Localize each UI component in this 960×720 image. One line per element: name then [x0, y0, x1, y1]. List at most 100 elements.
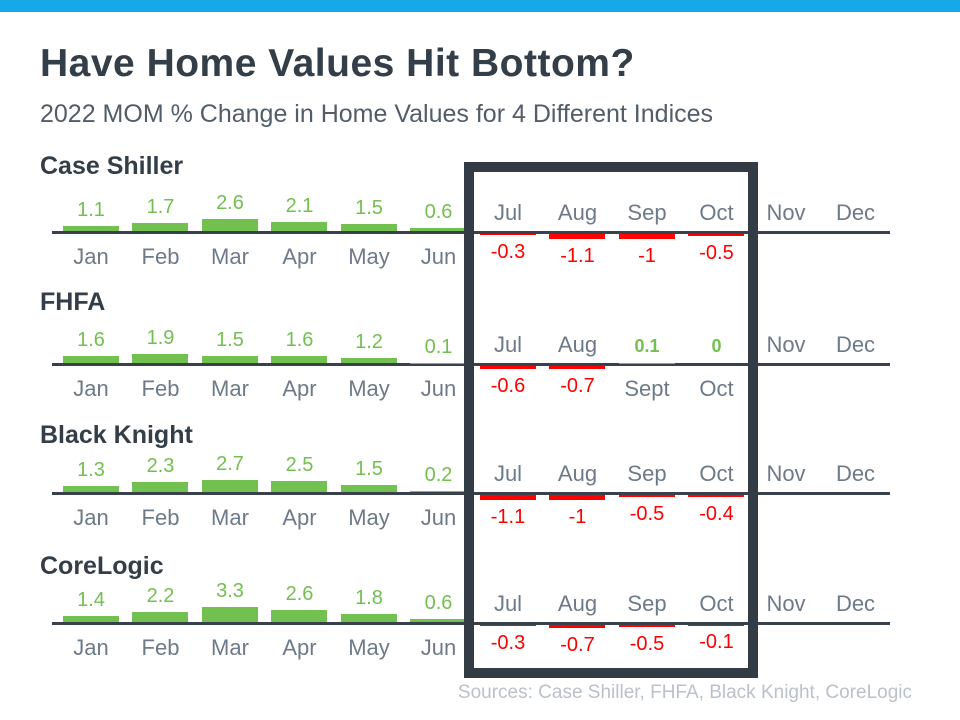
month-label: Oct [699, 200, 734, 225]
value-label: -0.3 [490, 632, 526, 655]
month-label: Jun [420, 244, 457, 269]
month-label: Oct [699, 376, 734, 401]
month-label: Dec [835, 200, 876, 225]
value-label: 1.5 [355, 197, 383, 220]
month-label: May [348, 244, 390, 269]
value-label: -0.3 [490, 241, 526, 264]
value-bar [62, 355, 119, 363]
month-label: Apr [282, 505, 317, 530]
value-label: -1 [568, 505, 587, 528]
value-bar [688, 234, 745, 237]
value-label: 1.4 [77, 588, 105, 611]
value-bar [62, 486, 119, 492]
value-bar [132, 481, 189, 492]
month-label: Jul [493, 461, 523, 486]
value-bar [618, 625, 675, 628]
value-bar [549, 495, 606, 500]
month-label: Sep [627, 461, 667, 486]
value-bar [479, 625, 536, 627]
month-label: Sep [627, 200, 667, 225]
value-bar [340, 613, 397, 622]
value-label: 0.6 [424, 201, 453, 224]
value-label: 2.2 [146, 585, 175, 608]
value-label: 0.1 [424, 335, 453, 358]
month-label: Aug [557, 332, 598, 357]
value-label: -1.1 [490, 505, 526, 528]
month-label: Jan [73, 635, 109, 660]
value-bar [549, 366, 606, 370]
value-bar [201, 607, 258, 622]
value-label: -1 [638, 244, 656, 267]
value-label: 2.7 [216, 452, 244, 475]
value-bar [618, 234, 675, 239]
month-label: Apr [282, 376, 317, 401]
value-label: 1.8 [355, 586, 383, 609]
month-label: Oct [699, 461, 734, 486]
value-bar [479, 366, 536, 369]
month-label: Jul [493, 200, 523, 225]
month-label: Jun [420, 635, 457, 660]
value-label: -0.4 [699, 502, 734, 525]
month-label: Aug [557, 461, 598, 486]
month-label: Mar [211, 505, 249, 530]
month-label: May [348, 505, 390, 530]
value-label: -0.5 [629, 503, 665, 526]
month-label: Jan [73, 505, 109, 530]
month-label: Sept [624, 376, 670, 401]
value-bar [479, 234, 536, 236]
month-label: Nov [766, 461, 806, 486]
value-label: 2.5 [285, 453, 314, 476]
value-label: 1.1 [77, 199, 105, 222]
value-label: 1.5 [216, 329, 244, 352]
value-bar [132, 612, 189, 622]
month-label: Apr [282, 244, 317, 269]
page-subtitle: 2022 MOM % Change in Home Values for 4 D… [40, 100, 714, 128]
month-label: Mar [211, 376, 249, 401]
value-label: 2.3 [146, 454, 175, 477]
month-label: Feb [141, 505, 180, 530]
value-bar [201, 356, 258, 363]
value-label: 0.6 [424, 592, 453, 615]
month-label: Jan [73, 376, 109, 401]
value-label: 3.3 [216, 580, 244, 603]
month-label: Oct [699, 591, 734, 616]
value-bar [688, 495, 745, 497]
month-label: Nov [766, 591, 806, 616]
month-label: Feb [141, 635, 180, 660]
value-bar [271, 610, 328, 622]
index-title: Black Knight [40, 421, 193, 449]
value-label: 2.6 [285, 583, 314, 606]
index-title: CoreLogic [40, 552, 164, 580]
month-label: Jul [493, 591, 523, 616]
value-bar [549, 625, 606, 629]
value-label: -0.5 [699, 242, 734, 265]
month-label: Jan [73, 244, 109, 269]
month-label: Apr [282, 635, 317, 660]
value-bar [410, 619, 467, 622]
page-title: Have Home Values Hit Bottom? [40, 42, 635, 85]
month-label: Aug [557, 200, 598, 225]
month-label: Dec [835, 461, 876, 486]
value-label: 0 [711, 336, 722, 356]
value-bar [201, 479, 258, 492]
value-label: 2.6 [216, 192, 244, 215]
value-bar [410, 491, 467, 492]
month-label: Nov [766, 332, 806, 357]
value-bar [549, 234, 606, 239]
month-label: Jun [420, 376, 457, 401]
value-bar [618, 495, 675, 498]
value-label: -0.7 [560, 634, 595, 657]
month-label: Mar [211, 635, 249, 660]
month-label: Jun [420, 505, 457, 530]
value-label: 1.5 [355, 458, 383, 481]
value-bar [271, 480, 328, 492]
value-bar [201, 219, 258, 231]
value-bar [271, 355, 328, 363]
value-label: 0.2 [424, 464, 453, 487]
value-label: 1.7 [146, 196, 175, 219]
value-label: -0.1 [699, 631, 734, 654]
month-label: May [348, 376, 390, 401]
value-label: 0.1 [634, 335, 660, 356]
value-label: -0.7 [560, 375, 595, 398]
highlight-box [464, 162, 758, 678]
